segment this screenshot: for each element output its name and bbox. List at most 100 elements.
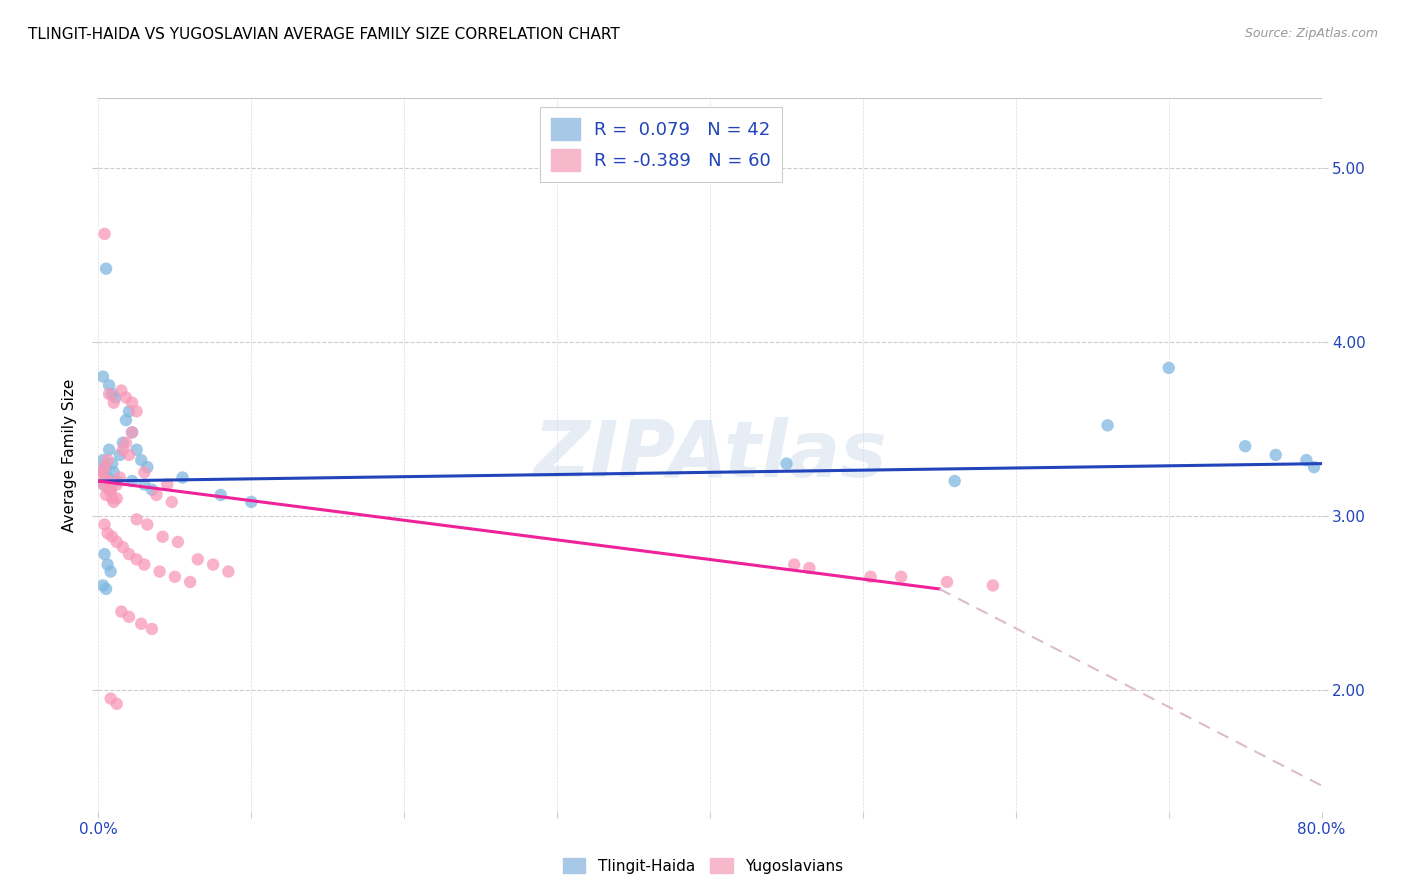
Point (94, 460, 117, 475)
Point (105, 477, 128, 491)
Point (799, 561, 821, 575)
Point (1303, 460, 1326, 475)
Point (141, 622, 163, 636)
Point (97, 453, 120, 467)
Point (100, 483, 122, 497)
Point (94, 261, 117, 276)
Point (129, 453, 152, 467)
Point (209, 488, 232, 502)
Text: Source: ZipAtlas.com: Source: ZipAtlas.com (1244, 27, 1378, 40)
Point (103, 466, 125, 480)
Point (111, 435, 134, 450)
Point (121, 474, 143, 488)
Point (141, 483, 163, 497)
Point (172, 470, 194, 484)
Point (118, 609, 141, 624)
Point (115, 413, 138, 427)
Point (100, 565, 122, 579)
Point (94, 488, 117, 502)
Point (105, 535, 128, 549)
Point (93, 227, 115, 241)
Point (103, 395, 125, 409)
Point (152, 530, 174, 544)
Point (97, 526, 120, 541)
Point (1234, 439, 1257, 453)
Point (118, 547, 141, 561)
Point (98, 483, 121, 497)
Point (149, 565, 172, 579)
Point (134, 477, 156, 491)
Point (217, 565, 239, 579)
Point (108, 448, 131, 462)
Point (110, 384, 132, 398)
Point (105, 474, 128, 488)
Point (1157, 360, 1180, 375)
Point (125, 404, 148, 418)
Point (121, 425, 143, 440)
Point (936, 574, 959, 589)
Point (121, 395, 143, 409)
Point (100, 483, 122, 497)
Point (93, 460, 115, 475)
Point (91, 369, 114, 384)
Point (103, 495, 125, 509)
Point (981, 578, 1004, 592)
Point (156, 477, 179, 491)
Point (108, 470, 131, 484)
Point (1295, 453, 1317, 467)
Point (134, 558, 156, 572)
Point (121, 425, 143, 440)
Point (104, 391, 127, 405)
Point (943, 474, 966, 488)
Point (115, 435, 138, 450)
Point (93, 517, 115, 532)
Point (98, 387, 121, 401)
Point (101, 530, 124, 544)
Point (115, 391, 138, 405)
Point (783, 558, 806, 572)
Legend: Tlingit-Haida, Yugoslavians: Tlingit-Haida, Yugoslavians (557, 852, 849, 880)
Point (136, 460, 159, 475)
Point (100, 691, 122, 706)
Point (118, 448, 141, 462)
Point (111, 442, 134, 457)
Point (91, 453, 114, 467)
Point (91, 578, 114, 592)
Point (111, 540, 134, 554)
Point (125, 552, 148, 566)
Point (136, 517, 159, 532)
Point (859, 570, 882, 584)
Point (101, 491, 124, 506)
Point (105, 697, 128, 711)
Point (187, 552, 209, 566)
Point (110, 605, 132, 619)
Point (167, 535, 190, 549)
Point (105, 491, 128, 506)
Y-axis label: Average Family Size: Average Family Size (62, 378, 77, 532)
Point (90, 464, 112, 478)
Point (163, 570, 186, 584)
Point (202, 558, 225, 572)
Point (160, 495, 183, 509)
Point (97, 558, 120, 572)
Point (775, 457, 797, 471)
Point (179, 574, 201, 589)
Point (90, 470, 112, 484)
Point (125, 442, 148, 457)
Point (94, 582, 117, 596)
Point (118, 404, 141, 418)
Point (134, 466, 156, 480)
Point (94, 474, 117, 488)
Point (1264, 448, 1286, 462)
Point (91, 466, 114, 480)
Point (890, 570, 912, 584)
Point (98, 378, 121, 392)
Point (93, 477, 115, 491)
Point (93, 547, 115, 561)
Point (101, 457, 124, 471)
Point (98, 474, 121, 488)
Point (91, 477, 114, 491)
Point (98, 442, 121, 457)
Point (97, 470, 120, 484)
Point (145, 488, 167, 502)
